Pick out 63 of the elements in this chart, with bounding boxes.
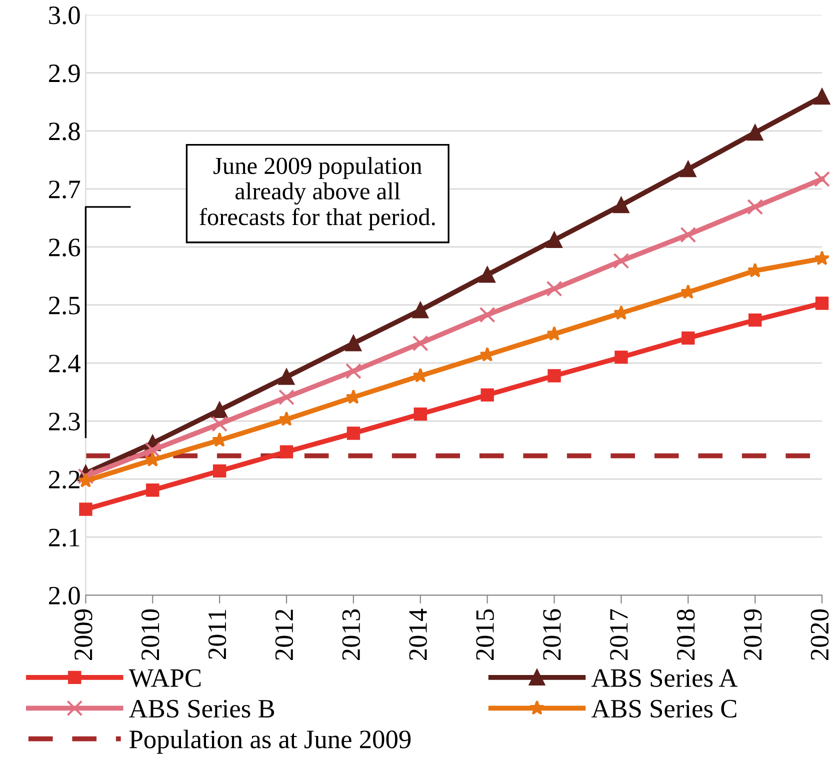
y-tick-label: 2.3	[49, 412, 80, 431]
point	[346, 426, 360, 440]
point	[212, 464, 226, 478]
x-tick-label: 2015	[476, 609, 494, 660]
y-tick-label: 2.9	[49, 64, 80, 82]
legend-label: ABS Series B	[128, 700, 274, 718]
x-tick-label: 2018	[676, 609, 695, 660]
point	[480, 388, 494, 402]
y-tick-label: 3.0	[49, 6, 80, 24]
point	[814, 250, 830, 266]
point	[613, 197, 630, 214]
point	[747, 124, 764, 141]
legend-label: Population as at June 2009	[129, 730, 411, 754]
point	[748, 313, 762, 327]
point	[479, 266, 496, 283]
x-tick-label: 2020	[810, 609, 829, 660]
point	[680, 226, 696, 243]
x-tick-label: 2016	[543, 609, 561, 660]
point	[345, 363, 362, 380]
annotation: June 2009 population already above all forecasts for that period.	[200, 157, 435, 230]
point	[682, 331, 695, 345]
point	[280, 445, 294, 458]
point	[548, 369, 561, 382]
x-tick-label: 2009	[74, 609, 92, 660]
point	[412, 335, 428, 352]
point	[414, 407, 427, 421]
point	[814, 171, 830, 188]
point	[345, 335, 362, 352]
y-tick-label: 2.4	[49, 354, 80, 373]
point	[613, 252, 630, 269]
y-tick-label: 2.2	[49, 470, 80, 489]
x-tick-label: 2012	[275, 610, 294, 660]
y-tick-label: 2.8	[49, 122, 80, 140]
legend-label: ABS Series C	[591, 700, 736, 718]
x-tick-label: 2017	[610, 609, 628, 660]
x-tick-label: 2014	[409, 608, 427, 660]
point	[278, 368, 294, 385]
y-tick-label: 2.5	[49, 296, 80, 315]
y-tick-label: 2.6	[49, 238, 80, 256]
point	[815, 296, 829, 310]
point	[614, 350, 628, 364]
point	[479, 306, 496, 323]
point	[212, 416, 228, 432]
x-tick-label: 2013	[342, 609, 360, 660]
legend-label: ABS Series A	[591, 669, 738, 687]
point	[546, 232, 562, 248]
x-tick-label: 2011	[208, 610, 226, 659]
point	[278, 389, 294, 406]
point	[146, 484, 160, 497]
point	[546, 280, 562, 297]
x-tick-label: 2010	[141, 609, 160, 660]
y-tick-label: 2.7	[49, 180, 80, 198]
point	[144, 442, 161, 458]
point	[814, 88, 830, 105]
point	[212, 402, 228, 418]
x-tick-label: 2019	[744, 609, 762, 660]
point	[79, 502, 92, 516]
point	[412, 302, 428, 318]
point	[680, 161, 696, 178]
y-tick-label: 2.1	[49, 528, 80, 547]
point	[747, 198, 764, 215]
y-tick-label: 2.0	[49, 586, 80, 605]
legend-label: WAPC	[128, 669, 201, 688]
